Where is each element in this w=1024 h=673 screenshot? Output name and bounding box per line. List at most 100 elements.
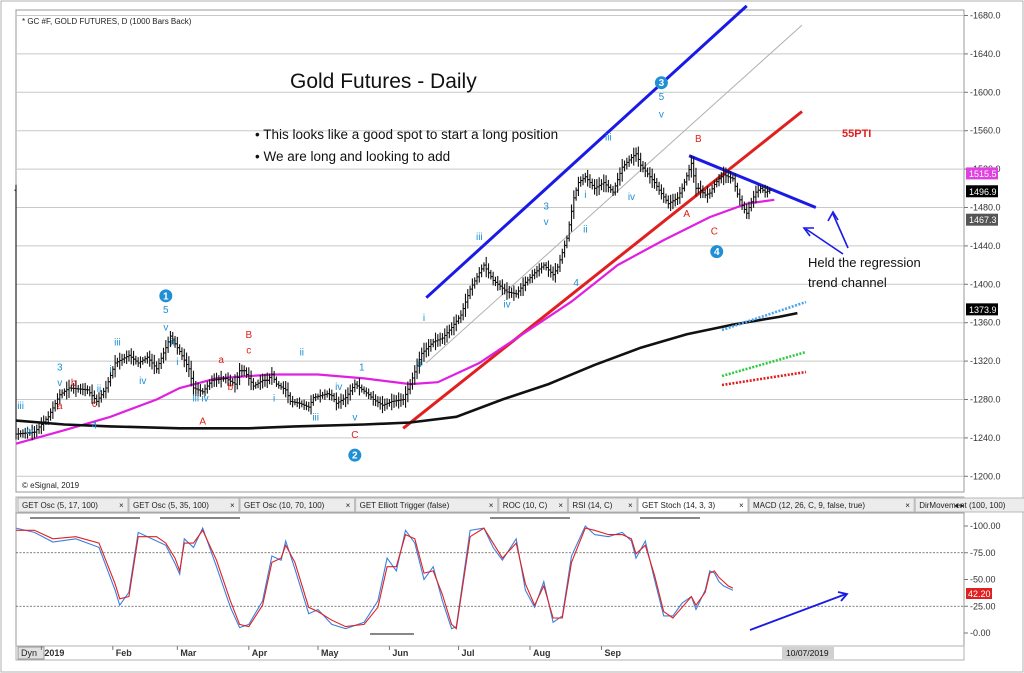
price-tick-label: -1240.0 (970, 433, 1001, 443)
date-badge-text: 10/07/2019 (786, 648, 829, 658)
indicator-tab-bg (748, 497, 915, 513)
wave-label: 3 (543, 201, 549, 212)
stoch-value-text: 42.20 (968, 589, 991, 599)
wave-label: iii (192, 393, 199, 404)
stoch-lines (15, 525, 734, 630)
wave-label: iv (503, 299, 510, 310)
wave-label: C (351, 430, 358, 441)
wave-label: b (71, 378, 77, 389)
trendline (425, 24, 803, 364)
time-tick-label: May (321, 648, 339, 658)
price-tick-label: -1200.0 (970, 471, 1001, 481)
bullet-1: • This looks like a good spot to start a… (255, 127, 558, 142)
close-icon[interactable]: × (119, 501, 124, 510)
wave-label: i (423, 313, 425, 324)
indicator-tab-label: ROC (10, C) (503, 501, 548, 510)
wave-circle-label: 1 (163, 291, 169, 302)
time-tick-label: Sep (604, 648, 621, 658)
indicator-tab-label: DirMovement (100, 100) (919, 501, 1006, 510)
close-icon[interactable]: × (739, 501, 744, 510)
wave-label: 3 (57, 363, 63, 374)
wave-label: a (57, 401, 63, 412)
time-axis: 2019 Feb Mar Apr May Jun Jul Aug Sep (40, 646, 621, 658)
indicator-tab-bg (567, 497, 638, 513)
indicator-tab[interactable]: RSI (14, C) × (567, 497, 638, 513)
wave-circle-label: 4 (714, 247, 720, 258)
wave-label: A (199, 416, 206, 427)
stoch-tick-label: -50.00 (970, 575, 996, 585)
price-badge (966, 303, 998, 316)
time-tick-label: Aug (533, 648, 551, 658)
close-icon[interactable]: × (628, 501, 633, 510)
price-grid (16, 15, 964, 477)
close-icon[interactable]: × (346, 501, 351, 510)
wave-label: v (544, 217, 549, 228)
wave-label: B (245, 330, 252, 341)
wave-label: ii (171, 338, 175, 349)
wave-label: B (695, 134, 702, 145)
price-tick-label: -1320.0 (970, 356, 1001, 366)
price-tick-label: -1560.0 (970, 126, 1001, 136)
date-badge (782, 647, 834, 659)
stoch-line (16, 527, 734, 630)
wave-label: 5 (659, 92, 665, 103)
wave-label: iii (605, 132, 612, 143)
close-icon[interactable]: × (558, 501, 563, 510)
wave-label: 1 (359, 363, 365, 374)
moving-average-line (15, 311, 798, 430)
pti-label: 55PTI (842, 128, 871, 140)
indicator-tab-label: GET Stoch (14, 3, 3) (642, 501, 716, 510)
callout-line1: Held the regression (808, 255, 921, 270)
stoch-axis: -0.00 -25.00 -50.00 -75.00 -100.00 (964, 521, 1001, 638)
wave-circle (159, 289, 173, 303)
wave-label: iv (26, 426, 33, 437)
wave-circle (348, 448, 362, 462)
callout-line2: trend channel (808, 275, 887, 290)
wave-circle-label: 2 (352, 451, 358, 462)
wave-label: iii (114, 338, 121, 349)
wave-circle (710, 245, 724, 259)
indicator-tab-bg (355, 497, 499, 513)
copyright: © eSignal, 2019 (22, 481, 80, 490)
tab-scroll-icon[interactable]: ◂ ▸ (954, 501, 964, 510)
indicator-tab[interactable]: ROC (10, C) × (498, 497, 568, 513)
wave-label: ii (417, 359, 421, 370)
callout-arrows (802, 210, 849, 255)
wave-label: ii (583, 224, 587, 235)
price-badge (966, 185, 998, 198)
wave-label: 5 (163, 305, 169, 316)
indicator-tab[interactable]: GET Osc (5, 17, 100) × (17, 497, 129, 513)
wave-label: a (218, 355, 224, 366)
close-icon[interactable]: × (230, 501, 235, 510)
dyn-button[interactable] (17, 646, 45, 660)
indicator-tab-bg (914, 497, 1024, 513)
indicator-tab-label: GET Osc (5, 17, 100) (22, 501, 98, 510)
wave-label: iii (476, 232, 483, 243)
price-badge-label: 1467.3 (969, 215, 997, 225)
time-tick-label: 2019 (44, 648, 64, 658)
indicator-tab-bg (17, 497, 129, 513)
wave-label: iv (139, 376, 146, 387)
time-tick-label: Mar (180, 648, 197, 658)
close-icon[interactable]: × (905, 501, 910, 510)
indicator-tab[interactable]: GET Elliott Trigger (false) × (355, 497, 499, 513)
close-icon[interactable]: × (489, 501, 494, 510)
price-tick-label: -1480.0 (970, 203, 1001, 213)
wave-label: A (683, 209, 690, 220)
wave-label: C (711, 226, 718, 237)
indicator-tab-bg (128, 497, 240, 513)
indicator-tabs: GET Osc (5, 17, 100) × GET Osc (5, 35, 100… (17, 497, 1024, 513)
wave-label: iv (335, 382, 342, 393)
wave-label: iii (312, 413, 319, 424)
wave-label: iv (201, 393, 208, 404)
price-tick-label: -1400.0 (970, 279, 1001, 289)
dyn-label: Dyn (21, 648, 37, 658)
stoch-line (15, 525, 734, 630)
indicator-tab-label: RSI (14, C) (572, 501, 612, 510)
indicator-tab[interactable]: GET Osc (10, 70, 100) × (239, 497, 356, 513)
indicator-tab[interactable]: MACD (12, 26, C, 9, false, true) × (748, 497, 915, 513)
indicator-tab[interactable]: DirMovement (100, 100)× (914, 497, 1024, 513)
indicator-tab[interactable]: GET Osc (5, 35, 100) × (128, 497, 240, 513)
indicator-tab[interactable]: GET Stoch (14, 3, 3) × (637, 497, 749, 513)
